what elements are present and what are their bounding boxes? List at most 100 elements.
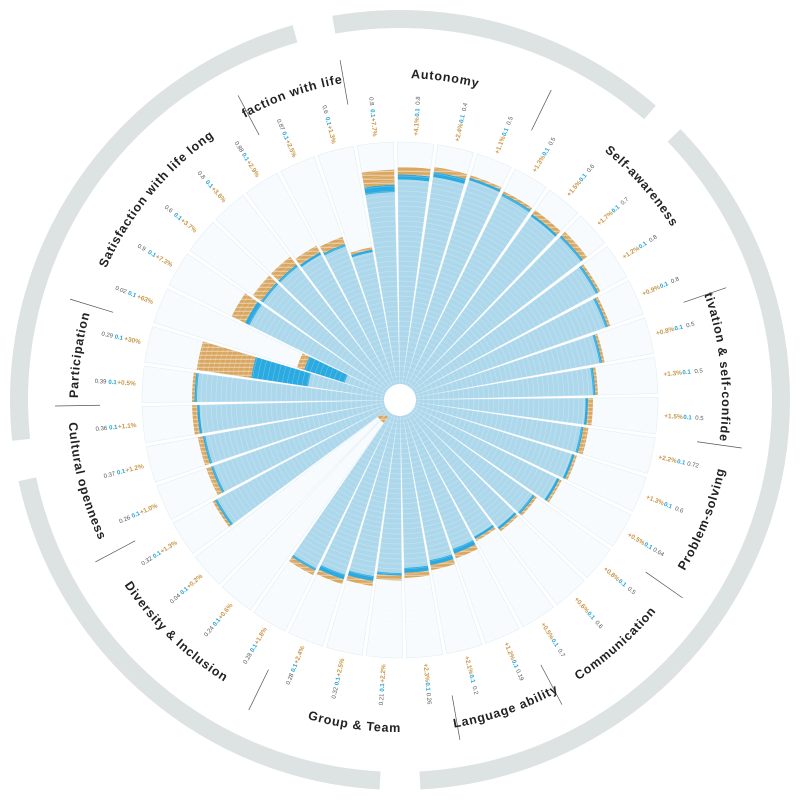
- percent-label: +0.2%: [186, 573, 205, 591]
- bar-mid-segment: [210, 465, 225, 493]
- bar-mid-segment: [251, 357, 311, 387]
- bar-top-segment: [376, 573, 402, 581]
- dot-label: 0.1: [114, 334, 124, 342]
- bar-texture: [165, 165, 635, 635]
- texture-ring: [285, 285, 515, 515]
- texture-ring: [235, 235, 565, 565]
- percent-label: +4.1%: [413, 117, 421, 136]
- bar-base-segment: [407, 335, 600, 399]
- bar-mid-segment: [501, 193, 531, 213]
- category-label: Group & Team: [307, 708, 402, 735]
- dot-label: 0.1: [250, 643, 260, 654]
- bar-mid-segment: [592, 334, 603, 364]
- bar-base-segment: [263, 284, 395, 396]
- bar-top-segment: [231, 293, 258, 323]
- bar-top-segment: [197, 436, 210, 466]
- bar: [192, 400, 393, 435]
- bar-mid-segment: [452, 540, 476, 554]
- category-label: Self-awareness: [602, 143, 681, 229]
- tick-label: 0.39: [95, 379, 108, 386]
- texture-ring: [380, 380, 420, 420]
- bar-top-segment: [561, 231, 587, 260]
- bar: [231, 293, 394, 397]
- dot-label: 0.1: [674, 324, 684, 332]
- percent-label: +2.9%: [245, 159, 261, 179]
- bar-top-segment: [289, 556, 316, 576]
- bar: [405, 231, 587, 396]
- bar: [212, 403, 394, 527]
- dot-label: 0.1: [108, 380, 117, 387]
- bar-base-segment: [217, 403, 394, 524]
- dot-label: 0.1: [152, 550, 163, 560]
- dot-label: 0.1: [368, 109, 375, 119]
- tick-label: 0.8: [196, 171, 206, 182]
- dot-label: 0.1: [280, 131, 289, 142]
- bar-mid-segment: [351, 249, 373, 258]
- outer-ring-segment: [18, 477, 381, 790]
- bar-base-segment: [405, 404, 533, 513]
- category-divider: [531, 89, 552, 131]
- percent-label: +2.2%: [379, 664, 387, 683]
- texture-ring: [185, 185, 615, 615]
- percent-label: +1.3%: [325, 125, 336, 145]
- tick-label: 0.5: [548, 136, 558, 147]
- tick-label: 0.19: [514, 669, 524, 683]
- category-divider: [540, 664, 563, 705]
- bar-base-segment: [352, 251, 399, 393]
- bar: [319, 236, 398, 393]
- texture-ring: [240, 240, 560, 560]
- bar: [406, 403, 562, 503]
- bar-mid-segment: [202, 435, 213, 464]
- bar: [407, 402, 577, 481]
- outer-ring-segment: [9, 25, 298, 441]
- percent-label: +3.7%: [179, 217, 198, 234]
- bar: [206, 402, 393, 496]
- bar-base-segment: [377, 407, 402, 573]
- bars-group: [165, 165, 635, 635]
- category-label: Communication: [572, 604, 659, 683]
- texture-ring: [355, 355, 445, 445]
- percent-label: +2.5%: [284, 139, 298, 159]
- category-divider: [69, 298, 114, 313]
- bar: [406, 264, 601, 397]
- bar: [192, 372, 393, 402]
- percent-label: +1.0%: [139, 502, 159, 516]
- bar: [402, 175, 502, 393]
- bar: [407, 296, 611, 398]
- bar-base-segment: [407, 401, 582, 453]
- dot-label: 0.1: [643, 542, 654, 552]
- percent-label: +2.4%: [454, 122, 465, 142]
- percent-label: +0.6%: [217, 602, 234, 621]
- bar-top-segment: [577, 427, 589, 455]
- bar: [403, 406, 496, 542]
- bar-top-segment: [433, 167, 468, 180]
- percent-label: +2.4%: [293, 645, 306, 665]
- bar: [252, 275, 395, 396]
- bar-top-segment: [532, 210, 561, 235]
- bar-mid-segment: [562, 454, 575, 479]
- bar-top-segment: [346, 575, 374, 586]
- bar-top-segment: [192, 405, 200, 435]
- texture-ring: [330, 330, 470, 470]
- bar-mid-segment: [299, 252, 322, 268]
- texture-ring: [205, 205, 595, 595]
- texture-ring: [310, 310, 490, 490]
- texture-ring: [260, 260, 540, 540]
- texture-ring: [365, 365, 435, 435]
- tick-label: 0.5: [686, 321, 696, 329]
- bar-mid-segment: [197, 405, 203, 434]
- dot-label: 0.1: [180, 586, 191, 596]
- dot-label: 0.1: [240, 152, 250, 163]
- tick-label: 0.2: [471, 686, 479, 696]
- tick-label: 0.72: [686, 461, 699, 470]
- bar-base-segment: [403, 195, 530, 394]
- bar: [407, 401, 589, 455]
- tick-label: 0.24: [204, 625, 216, 638]
- texture-ring: [255, 255, 545, 545]
- dot-label: 0.1: [131, 511, 142, 520]
- bar-mid-segment: [469, 177, 501, 193]
- dot-label: 0.1: [585, 611, 595, 622]
- category-label: Autonomy: [411, 67, 481, 90]
- bar-top-segment: [475, 526, 496, 542]
